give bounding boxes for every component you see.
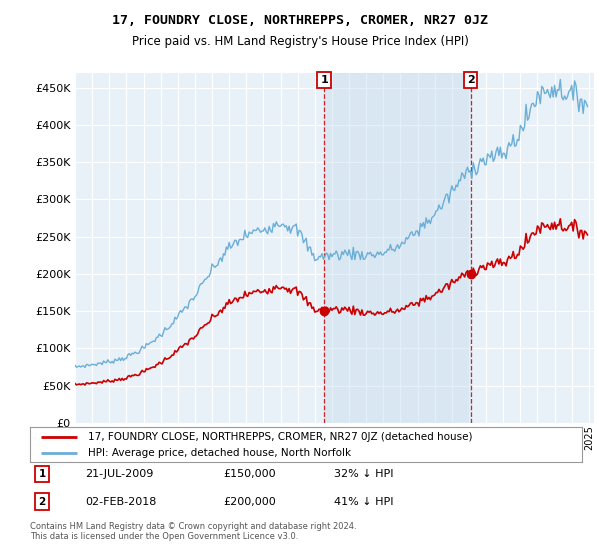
Text: 2: 2 xyxy=(467,75,475,85)
Text: Contains HM Land Registry data © Crown copyright and database right 2024.
This d: Contains HM Land Registry data © Crown c… xyxy=(30,522,356,542)
Text: 1: 1 xyxy=(320,75,328,85)
Text: 17, FOUNDRY CLOSE, NORTHREPPS, CROMER, NR27 0JZ (detached house): 17, FOUNDRY CLOSE, NORTHREPPS, CROMER, N… xyxy=(88,432,472,442)
Text: 17, FOUNDRY CLOSE, NORTHREPPS, CROMER, NR27 0JZ: 17, FOUNDRY CLOSE, NORTHREPPS, CROMER, N… xyxy=(112,14,488,27)
Text: 1: 1 xyxy=(38,469,46,479)
Text: 41% ↓ HPI: 41% ↓ HPI xyxy=(334,497,393,507)
Text: £150,000: £150,000 xyxy=(223,469,276,479)
Bar xyxy=(324,73,470,423)
Text: Price paid vs. HM Land Registry's House Price Index (HPI): Price paid vs. HM Land Registry's House … xyxy=(131,35,469,48)
Text: 2: 2 xyxy=(38,497,46,507)
Text: HPI: Average price, detached house, North Norfolk: HPI: Average price, detached house, Nort… xyxy=(88,449,351,458)
Text: 21-JUL-2009: 21-JUL-2009 xyxy=(85,469,154,479)
Text: 32% ↓ HPI: 32% ↓ HPI xyxy=(334,469,393,479)
Text: 02-FEB-2018: 02-FEB-2018 xyxy=(85,497,157,507)
Text: £200,000: £200,000 xyxy=(223,497,276,507)
